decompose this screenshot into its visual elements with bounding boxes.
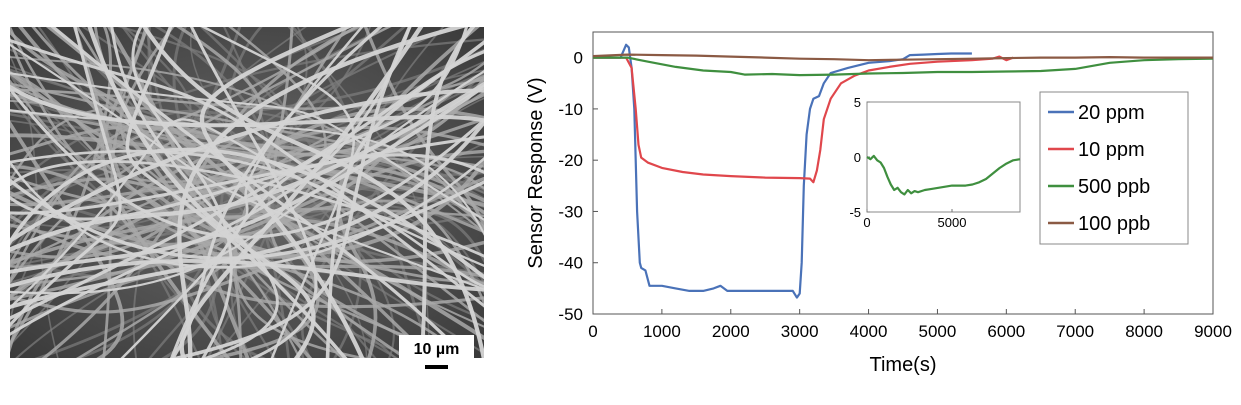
- chart-svg: 0 1000 2000 3000 4000 5000 6000 7000 8000 9000 0 -1…: [525, 31, 1232, 376]
- y-tick-label: -20: [558, 151, 583, 170]
- fiber-strand: [125, 27, 348, 358]
- y-tick-label: -50: [558, 305, 583, 324]
- legend-label: 10 ppm: [1078, 139, 1145, 161]
- fiber-strand: [75, 27, 345, 358]
- inset-y-tick-label: 5: [854, 95, 861, 110]
- x-tick-label: 9000: [1194, 322, 1232, 341]
- legend-label: 500 ppb: [1078, 176, 1150, 198]
- nanofiber-image: [10, 27, 484, 358]
- x-tick-label: 0: [588, 322, 597, 341]
- x-axis-label: Time(s): [869, 354, 936, 376]
- fiber-strand: [10, 118, 484, 310]
- fiber-strand: [10, 84, 484, 128]
- inset-x-tick-label: 0: [863, 215, 870, 230]
- fiber-strand: [325, 40, 484, 358]
- fiber-strand: [10, 133, 484, 208]
- x-tick-label: 1000: [643, 322, 681, 341]
- fiber-strand: [10, 43, 484, 291]
- legend-box: [1039, 91, 1189, 245]
- fiber-strand: [10, 147, 484, 280]
- inset-x-tick-label: 5000: [938, 215, 967, 230]
- x-tick-label: 8000: [1125, 322, 1163, 341]
- fiber-strand: [171, 27, 383, 358]
- legend-label: 100 ppb: [1078, 213, 1150, 235]
- fiber-strand: [363, 27, 484, 230]
- fiber-strand: [10, 125, 484, 234]
- fiber-strand: [119, 27, 301, 358]
- x-tick-label: 4000: [850, 322, 888, 341]
- fiber-strand: [200, 27, 355, 358]
- fiber-strand: [10, 178, 484, 260]
- y-axis-label: Sensor Response (V): [525, 77, 547, 268]
- x-tick-label: 3000: [781, 322, 819, 341]
- fiber-strand: [131, 27, 233, 358]
- fiber-strand: [10, 27, 112, 347]
- fiber-strand: [199, 27, 365, 358]
- legend: 20 ppm 10 ppm 500 ppb 100 ppb: [1039, 91, 1189, 245]
- fiber-strand: [169, 27, 412, 358]
- fiber-strand: [419, 27, 476, 358]
- series-line-100-ppb: [592, 53, 1213, 62]
- inset-plot-area: [866, 101, 1021, 213]
- inset-y-tick-label: -5: [849, 205, 861, 220]
- fiber-strand: [31, 27, 243, 358]
- x-tick-label: 7000: [1056, 322, 1094, 341]
- fiber-strand: [10, 156, 484, 269]
- fiber-strand: [142, 27, 484, 358]
- legend-label: 20 ppm: [1078, 102, 1145, 124]
- fiber-strand: [179, 27, 424, 358]
- x-tick-label: 2000: [712, 322, 750, 341]
- scale-bar-box: 10 µm: [399, 335, 474, 377]
- inset-y-tick-label: 0: [854, 150, 861, 165]
- fiber-strand: [177, 27, 468, 358]
- fiber-strand: [10, 70, 484, 295]
- scale-label: 10 µm: [413, 341, 460, 358]
- fiber-strand: [10, 72, 484, 221]
- series-line-20-ppm: [593, 43, 972, 299]
- series-line-10-ppm: [593, 55, 1014, 184]
- fiber-strand: [10, 49, 484, 320]
- fiber-strand: [10, 185, 484, 260]
- scale-bar: [425, 365, 448, 369]
- fiber-strand: [10, 71, 484, 264]
- inset-series-line: [866, 154, 1021, 196]
- fiber-strand: [10, 38, 484, 308]
- x-tick-label: 6000: [987, 322, 1025, 341]
- fiber-strand: [10, 135, 484, 215]
- sem-micrograph: 10 µm: [10, 27, 484, 377]
- sensor-response-chart: 0 1000 2000 3000 4000 5000 6000 7000 8000 9000 0 -1…: [510, 20, 1241, 400]
- y-tick-label: -40: [558, 254, 583, 273]
- y-tick-label: -30: [558, 202, 583, 221]
- fiber-strand: [10, 27, 122, 328]
- x-tick-label: 5000: [919, 322, 957, 341]
- y-tick-label: -10: [558, 100, 583, 119]
- series-line-500-ppb: [593, 56, 1214, 77]
- fiber-strand: [10, 159, 484, 258]
- fiber-strand: [10, 27, 412, 336]
- y-tick-label: 0: [574, 49, 583, 68]
